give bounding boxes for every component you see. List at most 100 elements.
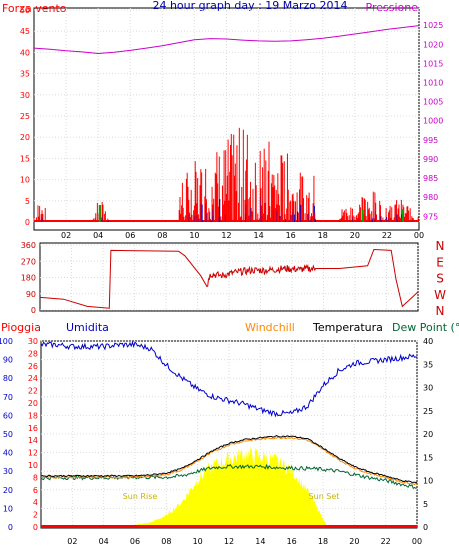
sunset-label: Sun Set [309, 492, 340, 501]
pressure-series-line [33, 25, 420, 55]
pressure-tick-label: 1025 [423, 21, 443, 30]
wind-tick-label: 10 [20, 176, 30, 185]
rain-tick-label: 6 [33, 486, 38, 495]
humidity-axis-title: Umidita [66, 321, 109, 334]
windchill-legend: Windchill [245, 321, 295, 334]
wind-tick-label: 0 [25, 218, 30, 227]
rain-tick-label: 4 [33, 498, 38, 507]
pressure-tick-label: 1020 [423, 40, 443, 49]
wind-pressure-chart: Forza vento 24 hour graph day : 19 Marzo… [2, 0, 443, 240]
temperature-tick-label: 15 [423, 453, 433, 462]
hour-tick-label: 14 [255, 537, 265, 546]
hour-tick-label: 14 [253, 231, 263, 240]
hour-tick-label: 20 [350, 231, 360, 240]
temp-humidity-chart: Pioggia Umidita Windchill Temperatura De… [0, 321, 459, 546]
wind-tick-label: 50 [20, 6, 30, 15]
hour-tick-label: 10 [193, 537, 203, 546]
hour-tick-label: 16 [286, 231, 296, 240]
compass-label: N [436, 304, 445, 318]
direction-tick-label: 270 [21, 257, 36, 266]
humidity-tick-label: 100 [0, 337, 13, 346]
solar-area [135, 447, 326, 527]
hour-tick-label: 04 [93, 231, 103, 240]
humidity-tick-label: 0 [8, 523, 13, 532]
hour-tick-label: 18 [318, 537, 328, 546]
temperature-tick-label: 40 [423, 337, 433, 346]
hour-tick-label: 22 [382, 231, 392, 240]
pressure-tick-label: 980 [423, 193, 438, 202]
wind-tick-label: 40 [20, 48, 30, 57]
hour-tick-label: 22 [381, 537, 391, 546]
direction-tick-label: 360 [21, 241, 36, 250]
rain-tick-label: 24 [28, 374, 38, 383]
rain-series-bar [41, 525, 417, 528]
hour-tick-label: 12 [221, 231, 231, 240]
pressure-tick-label: 985 [423, 174, 438, 183]
wind-tick-label: 15 [20, 154, 30, 163]
compass-label: S [436, 272, 444, 286]
pressure-tick-label: 1000 [423, 117, 443, 126]
wind-tick-label: 30 [20, 91, 30, 100]
temperature-tick-label: 5 [423, 500, 428, 509]
wind-tick-label: 35 [20, 70, 30, 79]
dewpoint-legend: Dew Point (°C [392, 321, 459, 334]
humidity-series-line [40, 340, 418, 418]
rain-tick-label: 26 [28, 362, 38, 371]
humidity-tick-label: 20 [3, 486, 13, 495]
direction-tick-label: 180 [21, 274, 36, 283]
humidity-tick-label: 70 [3, 393, 13, 402]
hour-tick-label: 00 [412, 537, 422, 546]
direction-tick-label: 0 [31, 306, 36, 315]
rain-tick-label: 28 [28, 349, 38, 358]
humidity-tick-label: 30 [3, 467, 13, 476]
direction-tick-label: 90 [26, 290, 36, 299]
hour-tick-label: 08 [157, 231, 167, 240]
pressure-tick-label: 1015 [423, 59, 443, 68]
hour-tick-label: 16 [287, 537, 297, 546]
hour-tick-label: 08 [161, 537, 171, 546]
humidity-tick-label: 90 [3, 356, 13, 365]
compass-label: N [436, 239, 445, 253]
rain-tick-label: 16 [28, 424, 38, 433]
temperature-tick-label: 10 [423, 477, 433, 486]
wind-axis-title: Forza vento [2, 2, 67, 15]
hour-tick-label: 10 [189, 231, 199, 240]
temperature-legend: Temperatura [312, 321, 383, 334]
pressure-tick-label: 1010 [423, 79, 443, 88]
wind-tick-label: 5 [25, 197, 30, 206]
temperature-tick-label: 30 [423, 384, 433, 393]
pressure-tick-label: 990 [423, 155, 438, 164]
rain-tick-label: 2 [33, 511, 38, 520]
rain-tick-label: 8 [33, 473, 38, 482]
dewpoint-series-line [40, 463, 418, 490]
page-title: 24 hour graph day : 19 Marzo 2014 [152, 0, 347, 12]
temperature-tick-label: 25 [423, 407, 433, 416]
compass-label: W [434, 288, 446, 302]
hour-tick-label: 02 [61, 231, 71, 240]
sunrise-label: Sun Rise [123, 492, 158, 501]
humidity-tick-label: 50 [3, 430, 13, 439]
temperature-tick-label: 0 [423, 523, 428, 532]
rain-tick-label: 30 [28, 337, 38, 346]
rain-tick-label: 20 [28, 399, 38, 408]
temperature-series-line [40, 435, 418, 484]
direction-series-line [39, 248, 419, 309]
hour-tick-label: 02 [67, 537, 77, 546]
hour-tick-label: 06 [125, 231, 135, 240]
pressure-axis-title: Pressione [366, 1, 419, 14]
rain-tick-label: 12 [28, 449, 38, 458]
wind-tick-label: 45 [20, 27, 30, 36]
hour-tick-label: 20 [349, 537, 359, 546]
wind-tick-label: 25 [20, 112, 30, 121]
hour-tick-label: 04 [99, 537, 109, 546]
hour-tick-label: 00 [414, 231, 424, 240]
humidity-tick-label: 60 [3, 411, 13, 420]
rain-tick-label: 14 [28, 436, 38, 445]
temperature-tick-label: 20 [423, 430, 433, 439]
wind-tick-label: 20 [20, 133, 30, 142]
rain-tick-label: 18 [28, 411, 38, 420]
rain-tick-label: 10 [28, 461, 38, 470]
temperature-tick-label: 35 [423, 360, 433, 369]
